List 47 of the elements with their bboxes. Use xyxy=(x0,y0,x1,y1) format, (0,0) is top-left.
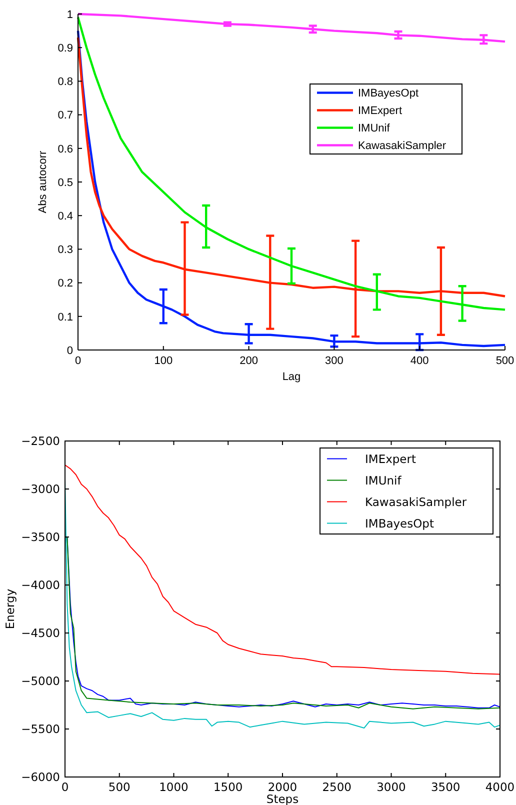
y-tick-label: 0.4 xyxy=(58,210,73,222)
legend-label: IMBayesOpt xyxy=(365,516,434,530)
y-tick-label: −3000 xyxy=(21,482,60,496)
legend-label: IMExpert xyxy=(358,105,402,118)
y-tick-label: 0.8 xyxy=(58,76,73,88)
x-tick-label: 2000 xyxy=(268,780,298,794)
y-tick-label: 1 xyxy=(66,8,73,21)
legend-label: IMUnif xyxy=(365,473,402,488)
y-tick-label: 0.5 xyxy=(58,176,73,189)
x-tick-label: 4000 xyxy=(485,780,515,794)
x-tick-label: 3000 xyxy=(376,780,406,794)
y-tick-label: −4000 xyxy=(21,578,60,592)
legend-label: KawasakiSampler xyxy=(358,140,446,152)
x-tick-label: 500 xyxy=(108,780,130,794)
y-tick-label: 0 xyxy=(66,344,73,357)
legend-label: IMUnif xyxy=(358,122,391,135)
x-tick-label: 400 xyxy=(410,355,429,367)
y-tick-label: 0.3 xyxy=(58,244,73,256)
y-tick-label: −3500 xyxy=(21,530,60,544)
legend-label: IMBayesOpt xyxy=(358,88,419,100)
x-tick-label: 200 xyxy=(240,355,258,367)
x-tick-label: 0 xyxy=(74,355,82,367)
y-axis-title: Abs autocorr xyxy=(37,150,49,214)
y-tick-label: 0.9 xyxy=(58,42,73,54)
legend-label: KawasakiSampler xyxy=(365,494,467,509)
line-series xyxy=(76,30,506,348)
x-tick-label: 1500 xyxy=(213,780,243,794)
y-tick-label: −4500 xyxy=(21,626,60,640)
x-tick-label: 3500 xyxy=(430,780,460,794)
y-tick-label: 0.7 xyxy=(58,110,73,122)
y-axis-title: Energy xyxy=(3,588,17,630)
y-tick-label: −6000 xyxy=(21,770,60,784)
y-tick-label: 0.2 xyxy=(58,278,73,290)
x-axis-title: Lag xyxy=(282,371,301,383)
y-tick-label: −5500 xyxy=(21,722,60,736)
x-tick-label: 100 xyxy=(154,355,173,367)
x-tick-label: 500 xyxy=(496,355,514,367)
x-tick-label: 300 xyxy=(325,355,344,367)
y-tick-label: 0.6 xyxy=(58,143,73,156)
y-tick-label: −2500 xyxy=(21,434,60,448)
y-tick-label: 0.1 xyxy=(58,311,73,324)
line-series xyxy=(64,464,500,675)
x-tick-label: 1000 xyxy=(159,780,188,794)
legend-label: IMExpert xyxy=(365,452,416,466)
y-tick-label: −5000 xyxy=(21,674,60,688)
line-series xyxy=(76,12,506,45)
x-tick-label: 2500 xyxy=(322,780,352,794)
